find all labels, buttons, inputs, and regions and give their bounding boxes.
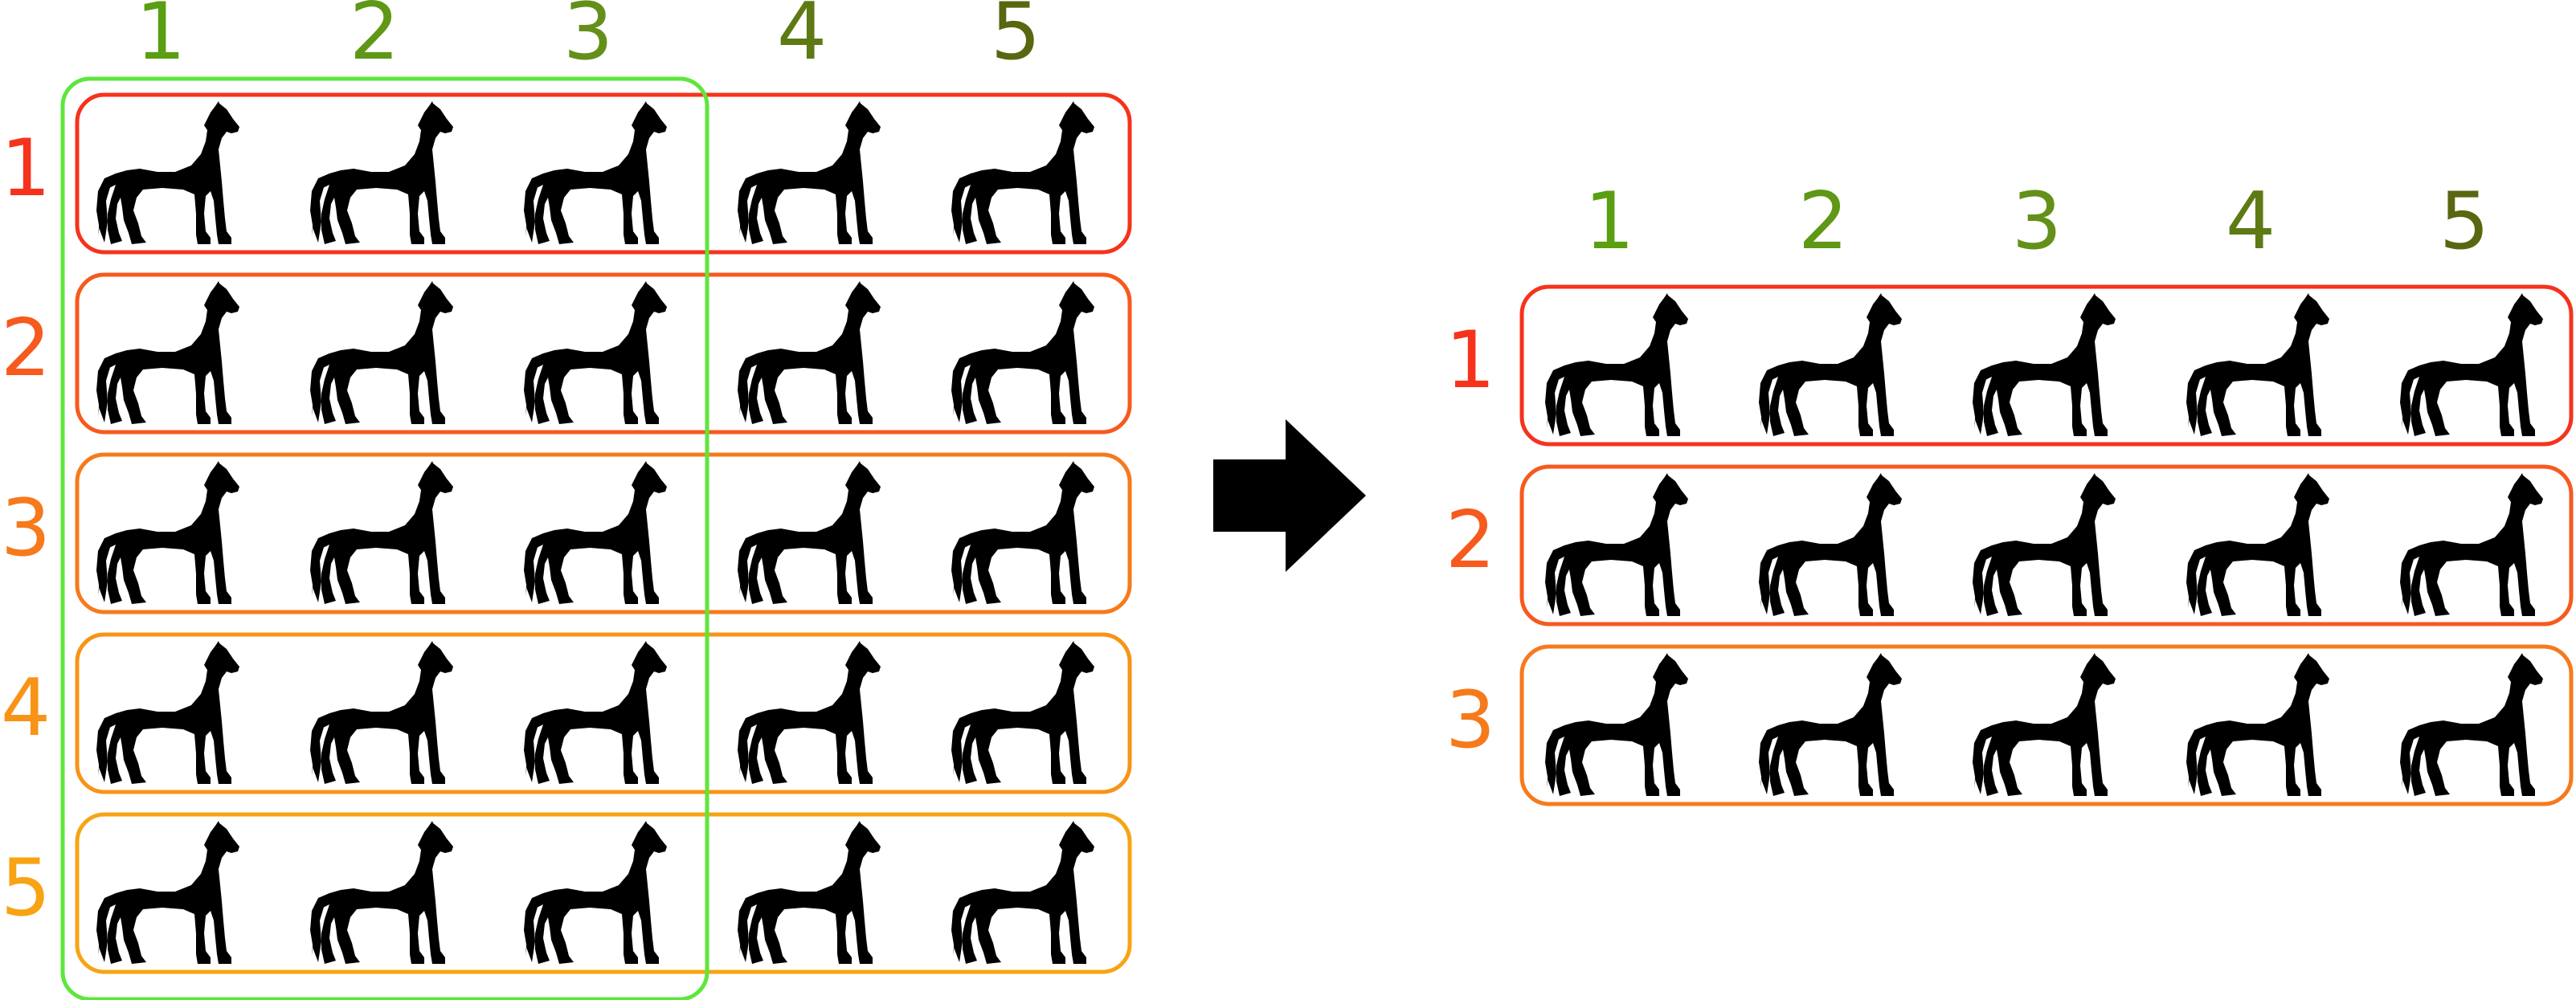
horse-icon (951, 101, 1094, 244)
horse-icon (2400, 293, 2543, 436)
horse-icon (96, 821, 239, 964)
horse-icon (310, 641, 453, 784)
horse-icon (951, 641, 1094, 784)
right-column-label-2: 2 (1798, 176, 1848, 267)
horse-icon (310, 461, 453, 604)
left-row-box-1 (75, 92, 1132, 255)
right-row-boxes (1519, 284, 2574, 806)
horse-icon (2186, 473, 2329, 616)
right-row-labels: 1 2 3 (1445, 315, 1495, 766)
horse-icon (96, 641, 239, 784)
left-column-label-5: 5 (991, 0, 1041, 78)
horse-icon (1973, 473, 2116, 616)
horse-icon (738, 821, 881, 964)
left-row-label-5: 5 (1, 843, 51, 934)
right-row-box-1 (1519, 284, 2574, 447)
horse-icon (1973, 653, 2116, 796)
right-column-label-1: 1 (1584, 176, 1634, 267)
horse-icon (1759, 653, 1902, 796)
horse-icon (1545, 293, 1688, 436)
right-horse-icons (1545, 293, 2543, 796)
horse-icon (310, 101, 453, 244)
right-column-labels: 1 2 3 4 5 (1584, 176, 2489, 267)
right-row-label-1: 1 (1445, 315, 1495, 406)
left-row-boxes (75, 92, 1132, 974)
horse-icon (738, 281, 881, 424)
horse-icon (1759, 293, 1902, 436)
horse-icon (2186, 293, 2329, 436)
left-row-box-2 (75, 272, 1132, 435)
horse-icon (738, 641, 881, 784)
horse-icon (1545, 653, 1688, 796)
left-row-label-2: 2 (1, 303, 51, 394)
horse-icon (1759, 473, 1902, 616)
horse-icon (310, 821, 453, 964)
right-grid: 1 2 3 4 5 1 2 3 (1445, 176, 2574, 806)
right-row-box-2 (1519, 464, 2574, 627)
horse-icon (310, 281, 453, 424)
horse-icon (96, 101, 239, 244)
left-column-label-2: 2 (350, 0, 399, 78)
horse-icon (951, 281, 1094, 424)
horse-icon (96, 281, 239, 424)
horse-icon (1545, 473, 1688, 616)
left-row-box-5 (75, 812, 1132, 974)
left-row-label-4: 4 (1, 663, 51, 754)
left-row-label-3: 3 (1, 483, 51, 574)
left-column-label-1: 1 (136, 0, 186, 78)
right-column-label-3: 3 (2012, 176, 2062, 267)
right-arrow-icon (1213, 419, 1366, 572)
left-column-label-4: 4 (777, 0, 827, 78)
left-column-labels: 1 2 3 4 5 (136, 0, 1041, 78)
right-row-box-3 (1519, 644, 2574, 806)
horse-icon (1973, 293, 2116, 436)
horse-icon (524, 821, 667, 964)
horse-icon (738, 461, 881, 604)
horse-icon (951, 461, 1094, 604)
left-column-label-3: 3 (563, 0, 613, 78)
column-selection-box (60, 76, 709, 1000)
horse-icon (2400, 653, 2543, 796)
right-row-label-2: 2 (1445, 495, 1495, 586)
left-row-labels: 1 2 3 4 5 (1, 123, 51, 934)
left-row-box-4 (75, 632, 1132, 794)
right-column-label-5: 5 (2439, 176, 2489, 267)
horse-icon (96, 461, 239, 604)
horse-icon (2400, 473, 2543, 616)
left-row-box-3 (75, 452, 1132, 614)
horse-icon (951, 821, 1094, 964)
right-column-label-4: 4 (2226, 176, 2275, 267)
horse-icon (524, 641, 667, 784)
horse-icon (524, 101, 667, 244)
horse-icon (2186, 653, 2329, 796)
horse-icon (524, 461, 667, 604)
left-horse-icons (96, 101, 1094, 964)
horse-icon (524, 281, 667, 424)
left-grid: 1 2 3 4 5 1 2 3 4 5 (1, 0, 1132, 1000)
left-row-label-1: 1 (1, 123, 51, 214)
right-row-label-3: 3 (1445, 675, 1495, 766)
horse-icon (738, 101, 881, 244)
